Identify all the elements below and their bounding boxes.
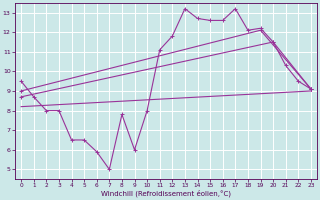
- X-axis label: Windchill (Refroidissement éolien,°C): Windchill (Refroidissement éolien,°C): [101, 190, 231, 197]
